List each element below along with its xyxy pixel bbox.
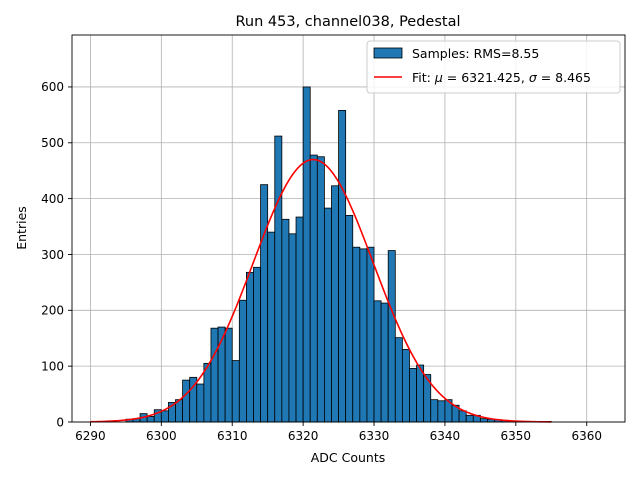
histogram-bars xyxy=(125,86,552,423)
x-tick-label: 6360 xyxy=(571,429,602,443)
histogram-bar xyxy=(231,360,240,423)
histogram-bar xyxy=(430,399,439,423)
histogram-bar xyxy=(274,135,283,423)
histogram-bar xyxy=(380,302,389,423)
plot-frame xyxy=(71,34,626,423)
histogram-bar xyxy=(160,410,169,423)
y-tick-label: 300 xyxy=(41,248,64,262)
y-tick-label: 600 xyxy=(41,80,64,94)
x-tick-label: 6320 xyxy=(288,429,319,443)
histogram-bar xyxy=(323,207,332,423)
histogram-bar xyxy=(246,271,254,423)
histogram-bar xyxy=(394,337,403,423)
histogram-bar xyxy=(281,218,290,423)
histogram-bar xyxy=(302,86,311,423)
histogram-bar xyxy=(253,266,261,423)
legend-label-fit: Fit: μ = 6321.425, σ = 8.465 xyxy=(412,70,591,85)
histogram-bar xyxy=(203,362,212,423)
histogram-bar xyxy=(465,414,474,423)
histogram-bar xyxy=(345,214,354,423)
histogram-bar xyxy=(479,418,488,423)
chart-title: Run 453, channel038, Pedestal xyxy=(235,14,460,30)
legend-box xyxy=(366,40,621,94)
legend: Samples: RMS=8.55 Fit: μ = 6321.425, σ =… xyxy=(366,40,621,94)
histogram-bar xyxy=(295,216,304,423)
y-axis-label: Entries xyxy=(14,206,29,250)
histogram-bar xyxy=(359,248,368,423)
histogram-bar xyxy=(146,416,155,423)
histogram-bar xyxy=(260,184,269,423)
x-tick-label: 6300 xyxy=(146,429,177,443)
y-tick-label: 200 xyxy=(41,304,64,318)
x-tick-label: 6290 xyxy=(75,429,106,443)
y-axis-ticks: 0 100 200 300 400 500 600 xyxy=(41,80,72,429)
x-axis-ticks: 6290 6300 6310 6320 6330 6340 6350 6360 xyxy=(75,422,602,443)
x-axis-label: ADC Counts xyxy=(311,450,386,465)
histogram-bar xyxy=(316,156,325,423)
grid-lines xyxy=(72,35,625,423)
legend-patch-samples xyxy=(373,47,403,59)
gaussian-fit-curve xyxy=(90,158,552,423)
histogram-bar xyxy=(182,379,191,423)
histogram-bar xyxy=(387,250,396,423)
histogram-bar xyxy=(267,231,276,423)
histogram-bar xyxy=(331,185,339,423)
y-tick-label: 100 xyxy=(41,359,64,373)
histogram-bar xyxy=(352,246,361,423)
x-tick-label: 6340 xyxy=(430,429,461,443)
y-tick-label: 500 xyxy=(41,136,64,150)
histogram-bar xyxy=(373,300,382,423)
histogram-bar xyxy=(196,383,205,423)
x-tick-label: 6310 xyxy=(217,429,248,443)
histogram-bar xyxy=(366,246,375,423)
x-tick-label: 6350 xyxy=(501,429,532,443)
legend-label-samples: Samples: RMS=8.55 xyxy=(412,46,539,61)
histogram-bar xyxy=(309,154,318,423)
histogram-bar xyxy=(210,327,219,423)
histogram-bar xyxy=(458,410,467,423)
y-tick-label: 400 xyxy=(41,192,64,206)
histogram-bar xyxy=(437,400,446,423)
y-tick-label: 0 xyxy=(56,415,64,429)
histogram-bar xyxy=(238,299,247,423)
x-tick-label: 6330 xyxy=(359,429,390,443)
histogram-bar xyxy=(224,327,233,423)
histogram-bar xyxy=(409,367,417,423)
histogram-bar xyxy=(338,109,347,423)
histogram-bar xyxy=(288,233,297,423)
histogram-bar xyxy=(416,364,425,423)
histogram-bar xyxy=(401,349,410,423)
